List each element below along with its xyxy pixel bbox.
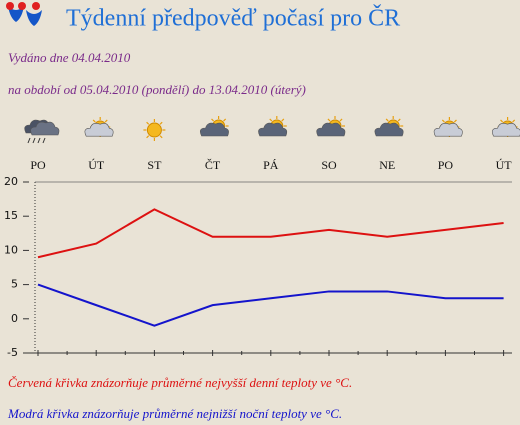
sun-ray <box>146 135 150 139</box>
cloud <box>316 122 346 137</box>
weather-icons <box>24 116 520 144</box>
sun-ray <box>146 121 150 125</box>
temperature-line <box>37 208 504 259</box>
sun-ray <box>92 119 96 123</box>
logo <box>6 2 42 26</box>
sun-ray <box>327 118 331 122</box>
cloud <box>199 122 229 137</box>
sun-ray <box>500 119 504 123</box>
weather-icon <box>24 119 60 144</box>
cloud <box>30 121 60 136</box>
weather-icon <box>199 116 229 137</box>
y-tick-label: -5 <box>7 346 18 359</box>
weather-icon <box>316 116 346 137</box>
sun-ray <box>512 119 516 123</box>
sun <box>146 122 162 138</box>
x-tick-label: SO <box>321 158 337 172</box>
rain <box>37 137 41 144</box>
x-tick-label: ST <box>147 158 162 172</box>
cloud <box>374 122 404 137</box>
y-tick-label: 5 <box>11 278 18 291</box>
x-tick-label: ČT <box>205 158 221 172</box>
y-tick-label: 0 <box>11 312 18 325</box>
rain <box>27 137 31 144</box>
sun-ray <box>223 118 227 122</box>
sun-ray <box>281 118 285 122</box>
sun-ray <box>269 118 273 122</box>
x-tick-label: NE <box>379 158 395 172</box>
weather-icon <box>491 117 520 137</box>
x-tick-label: ÚT <box>496 158 513 172</box>
x-tick-label: ÚT <box>88 158 105 172</box>
chart: PO ÚT ST ČT PÁ SO NE PO ÚT -5 0 5 10 15 20 <box>4 158 512 359</box>
sun-ray <box>159 135 163 139</box>
sun-ray <box>385 118 389 122</box>
rain <box>42 137 46 144</box>
weather-icon <box>258 116 288 137</box>
y-tick-label: 15 <box>4 209 18 222</box>
weather-icon <box>374 116 404 137</box>
issued: Vydáno dne 04.04.2010 <box>8 50 131 65</box>
sun-ray <box>211 118 215 122</box>
cloud <box>84 123 114 137</box>
x-tick-label: PÁ <box>263 158 279 172</box>
period: na období od 05.04.2010 (pondělí) do 13.… <box>8 82 306 97</box>
page-title: Týdenní předpověď počasí pro ČR <box>66 5 400 32</box>
sun-ray <box>104 119 108 123</box>
x-tick-label: PO <box>438 158 454 172</box>
note: Modrá křivka znázorňuje průměrné nejnižš… <box>7 406 342 421</box>
cloud <box>258 122 288 137</box>
sun-ray <box>159 121 163 125</box>
notes: Červená křivka znázorňuje průměrné nejvy… <box>7 375 352 421</box>
sun-ray <box>339 118 343 122</box>
weather-icon <box>84 117 114 137</box>
temperature-line <box>37 283 504 327</box>
cloud <box>433 123 463 137</box>
y-tick-label: 10 <box>4 243 18 256</box>
weather-icon <box>143 119 166 141</box>
sun-ray <box>453 119 457 123</box>
x-tick-label: PO <box>30 158 46 172</box>
rain <box>32 137 36 144</box>
sun-ray <box>441 119 445 123</box>
sun-ray <box>397 118 401 122</box>
weather-icon <box>433 117 463 137</box>
note: Červená křivka znázorňuje průměrné nejvy… <box>8 375 352 390</box>
cloud <box>491 123 520 137</box>
y-tick-label: 20 <box>4 175 18 188</box>
